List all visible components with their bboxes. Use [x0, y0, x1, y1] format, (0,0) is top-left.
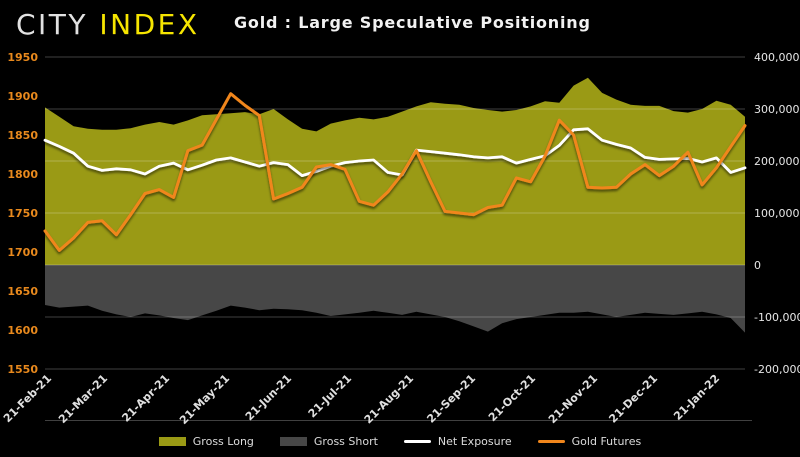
left-axis-tick-label: 1750	[7, 207, 38, 220]
left-axis-tick-label: 1650	[7, 285, 38, 298]
x-axis-tick-label: 21-Sep-21	[424, 372, 478, 426]
left-axis-tick-label: 1800	[7, 168, 38, 181]
legend-item-net-exposure: Net Exposure	[403, 434, 512, 448]
left-axis-tick-label: 1850	[7, 129, 38, 142]
logo-index-text: INDEX	[99, 8, 200, 41]
gross-long-swatch	[158, 436, 186, 446]
x-axis-tick-label: 21-Mar-21	[56, 372, 110, 426]
gold-futures-swatch	[537, 439, 565, 443]
chart-title: Gold : Large Speculative Positioning	[234, 13, 591, 32]
x-axis-tick-label: 21-Dec-21	[606, 372, 660, 426]
right-axis-tick-label: 300,000	[754, 103, 800, 116]
legend-item-gross-long: Gross Long	[158, 434, 254, 448]
gross-short-area	[45, 265, 745, 333]
x-axis-tick-label: 21-May-21	[177, 372, 232, 427]
x-axis-tick-label: 21-Oct-21	[486, 372, 538, 424]
legend-label-gold-futures: Gold Futures	[571, 434, 642, 448]
gold-futures-line	[43, 92, 747, 252]
x-axis-tick-label: 21-Apr-21	[119, 372, 172, 425]
gross-short-swatch	[279, 436, 307, 446]
legend-item-gross-short: Gross Short	[279, 434, 378, 448]
city-index-logo: CITY INDEX	[16, 8, 200, 41]
right-axis-tick-label: 100,000	[754, 207, 800, 220]
right-axis-tick-label: -100,000	[754, 311, 800, 324]
legend-label-net-exposure: Net Exposure	[437, 434, 512, 448]
x-axis-tick-label: 21-Aug-21	[362, 372, 416, 426]
left-axis-tick-label: 1950	[7, 51, 38, 64]
x-axis-tick-label: 21-Nov-21	[546, 372, 600, 426]
legend-label-gross-short: Gross Short	[313, 434, 378, 448]
left-axis-tick-label: 1600	[7, 324, 38, 337]
net-exposure-line	[43, 127, 747, 177]
x-axis-tick-label: 21-Feb-21	[1, 372, 54, 425]
net-exposure-swatch	[403, 439, 431, 443]
legend-label-gross-long: Gross Long	[192, 434, 254, 448]
chart-legend: Gross Long Gross Short Net Exposure Gold…	[0, 427, 800, 455]
gross-long-area	[45, 77, 745, 265]
x-axis-tick-label: 21-Jul-21	[306, 372, 354, 420]
left-axis-tick-label: 1550	[7, 363, 38, 376]
left-axis-tick-label: 1700	[7, 246, 38, 259]
right-axis-tick-label: -200,000	[754, 363, 800, 376]
right-axis-tick-label: 400,000	[754, 51, 800, 64]
left-axis-tick-label: 1900	[7, 90, 38, 103]
x-axis-tick-label: 21-Jun-21	[243, 372, 294, 423]
right-axis-tick-label: 200,000	[754, 155, 800, 168]
x-axis-tick-label: 21-Jan-22	[671, 372, 722, 423]
legend-item-gold-futures: Gold Futures	[537, 434, 642, 448]
right-axis-tick-label: 0	[754, 259, 761, 272]
logo-city-text: CITY	[16, 8, 89, 41]
